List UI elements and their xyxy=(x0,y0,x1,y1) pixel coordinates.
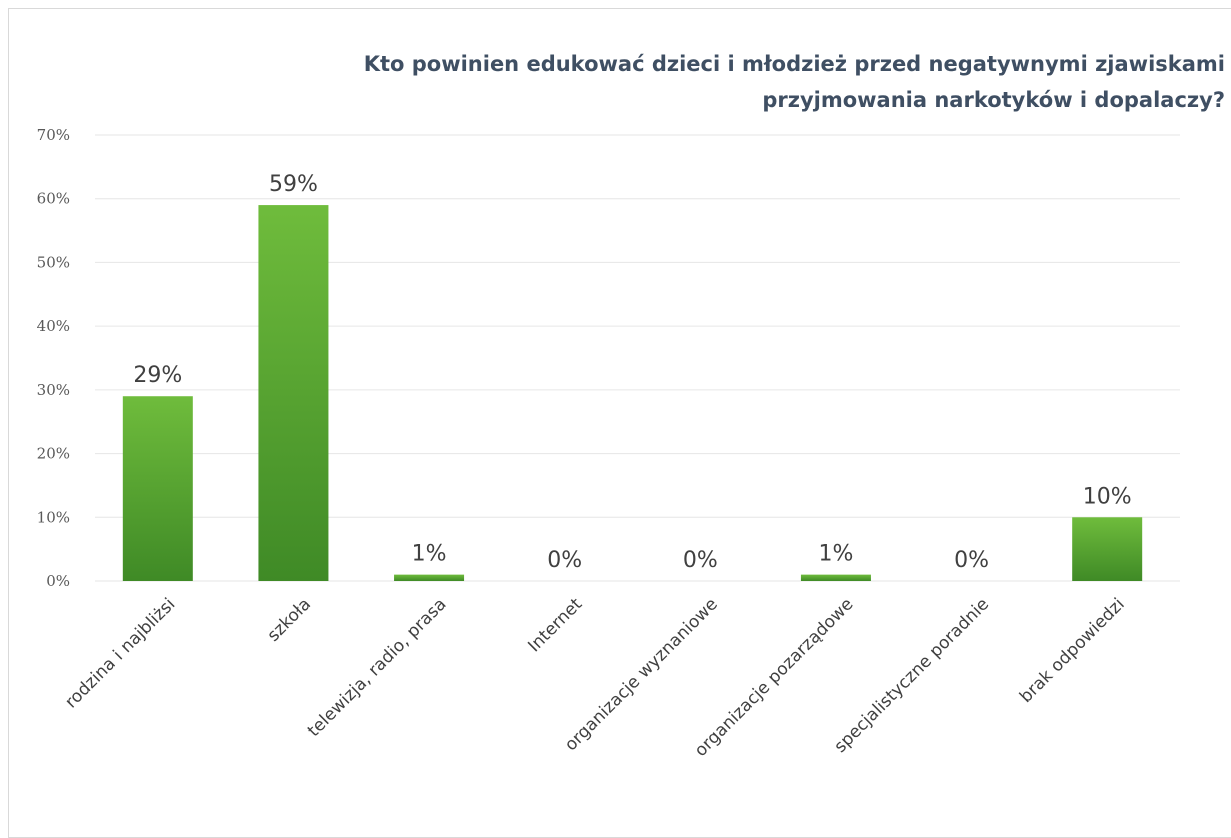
bar xyxy=(1072,517,1143,581)
y-tick-label: 20% xyxy=(37,445,70,463)
x-tick-label: Internet xyxy=(524,594,586,656)
y-tick-label: 70% xyxy=(37,126,70,144)
y-axis-ticks: 0% 10% 20% 30% 40% 50% 60% 70% xyxy=(37,126,70,590)
x-tick-label: brak odpowiedzi xyxy=(1016,594,1129,707)
bar xyxy=(258,205,329,582)
x-tick-label: rodzina i najbliżsi xyxy=(61,594,179,712)
data-label: 1% xyxy=(818,542,853,567)
data-label: 29% xyxy=(133,363,182,388)
data-label: 0% xyxy=(547,548,582,573)
bar xyxy=(800,574,871,581)
data-label: 10% xyxy=(1083,484,1132,509)
y-tick-label: 30% xyxy=(37,381,70,399)
y-tick-label: 0% xyxy=(46,572,70,590)
chart-title: Kto powinien edukować dzieci i młodzież … xyxy=(275,46,1225,118)
data-label: 0% xyxy=(954,548,989,573)
y-tick-label: 50% xyxy=(37,253,70,271)
y-tick-label: 10% xyxy=(37,508,70,526)
data-label: 59% xyxy=(269,172,318,197)
bar xyxy=(122,396,193,581)
data-labels: 29% 59% 1% 0% 0% 1% 0% 10% xyxy=(133,172,1131,573)
y-tick-label: 40% xyxy=(37,317,70,335)
data-label: 0% xyxy=(683,548,718,573)
x-tick-label: specjalistyczne poradnie xyxy=(831,594,994,757)
x-tick-label: telewizja, radio, prasa xyxy=(304,594,451,741)
bar xyxy=(394,574,465,581)
bars xyxy=(122,205,1143,582)
x-tick-label: szkoła xyxy=(264,594,315,645)
chart-title-line-2: przyjmowania narkotyków i dopalaczy? xyxy=(762,88,1225,112)
chart-title-line-1: Kto powinien edukować dzieci i młodzież … xyxy=(363,52,1225,76)
data-label: 1% xyxy=(412,542,447,567)
x-tick-label: organizacje wyznaniowe xyxy=(561,594,722,755)
gridlines xyxy=(95,134,1180,582)
y-tick-label: 60% xyxy=(37,190,70,208)
x-tick-label: organizacje pozarządowe xyxy=(691,594,858,761)
